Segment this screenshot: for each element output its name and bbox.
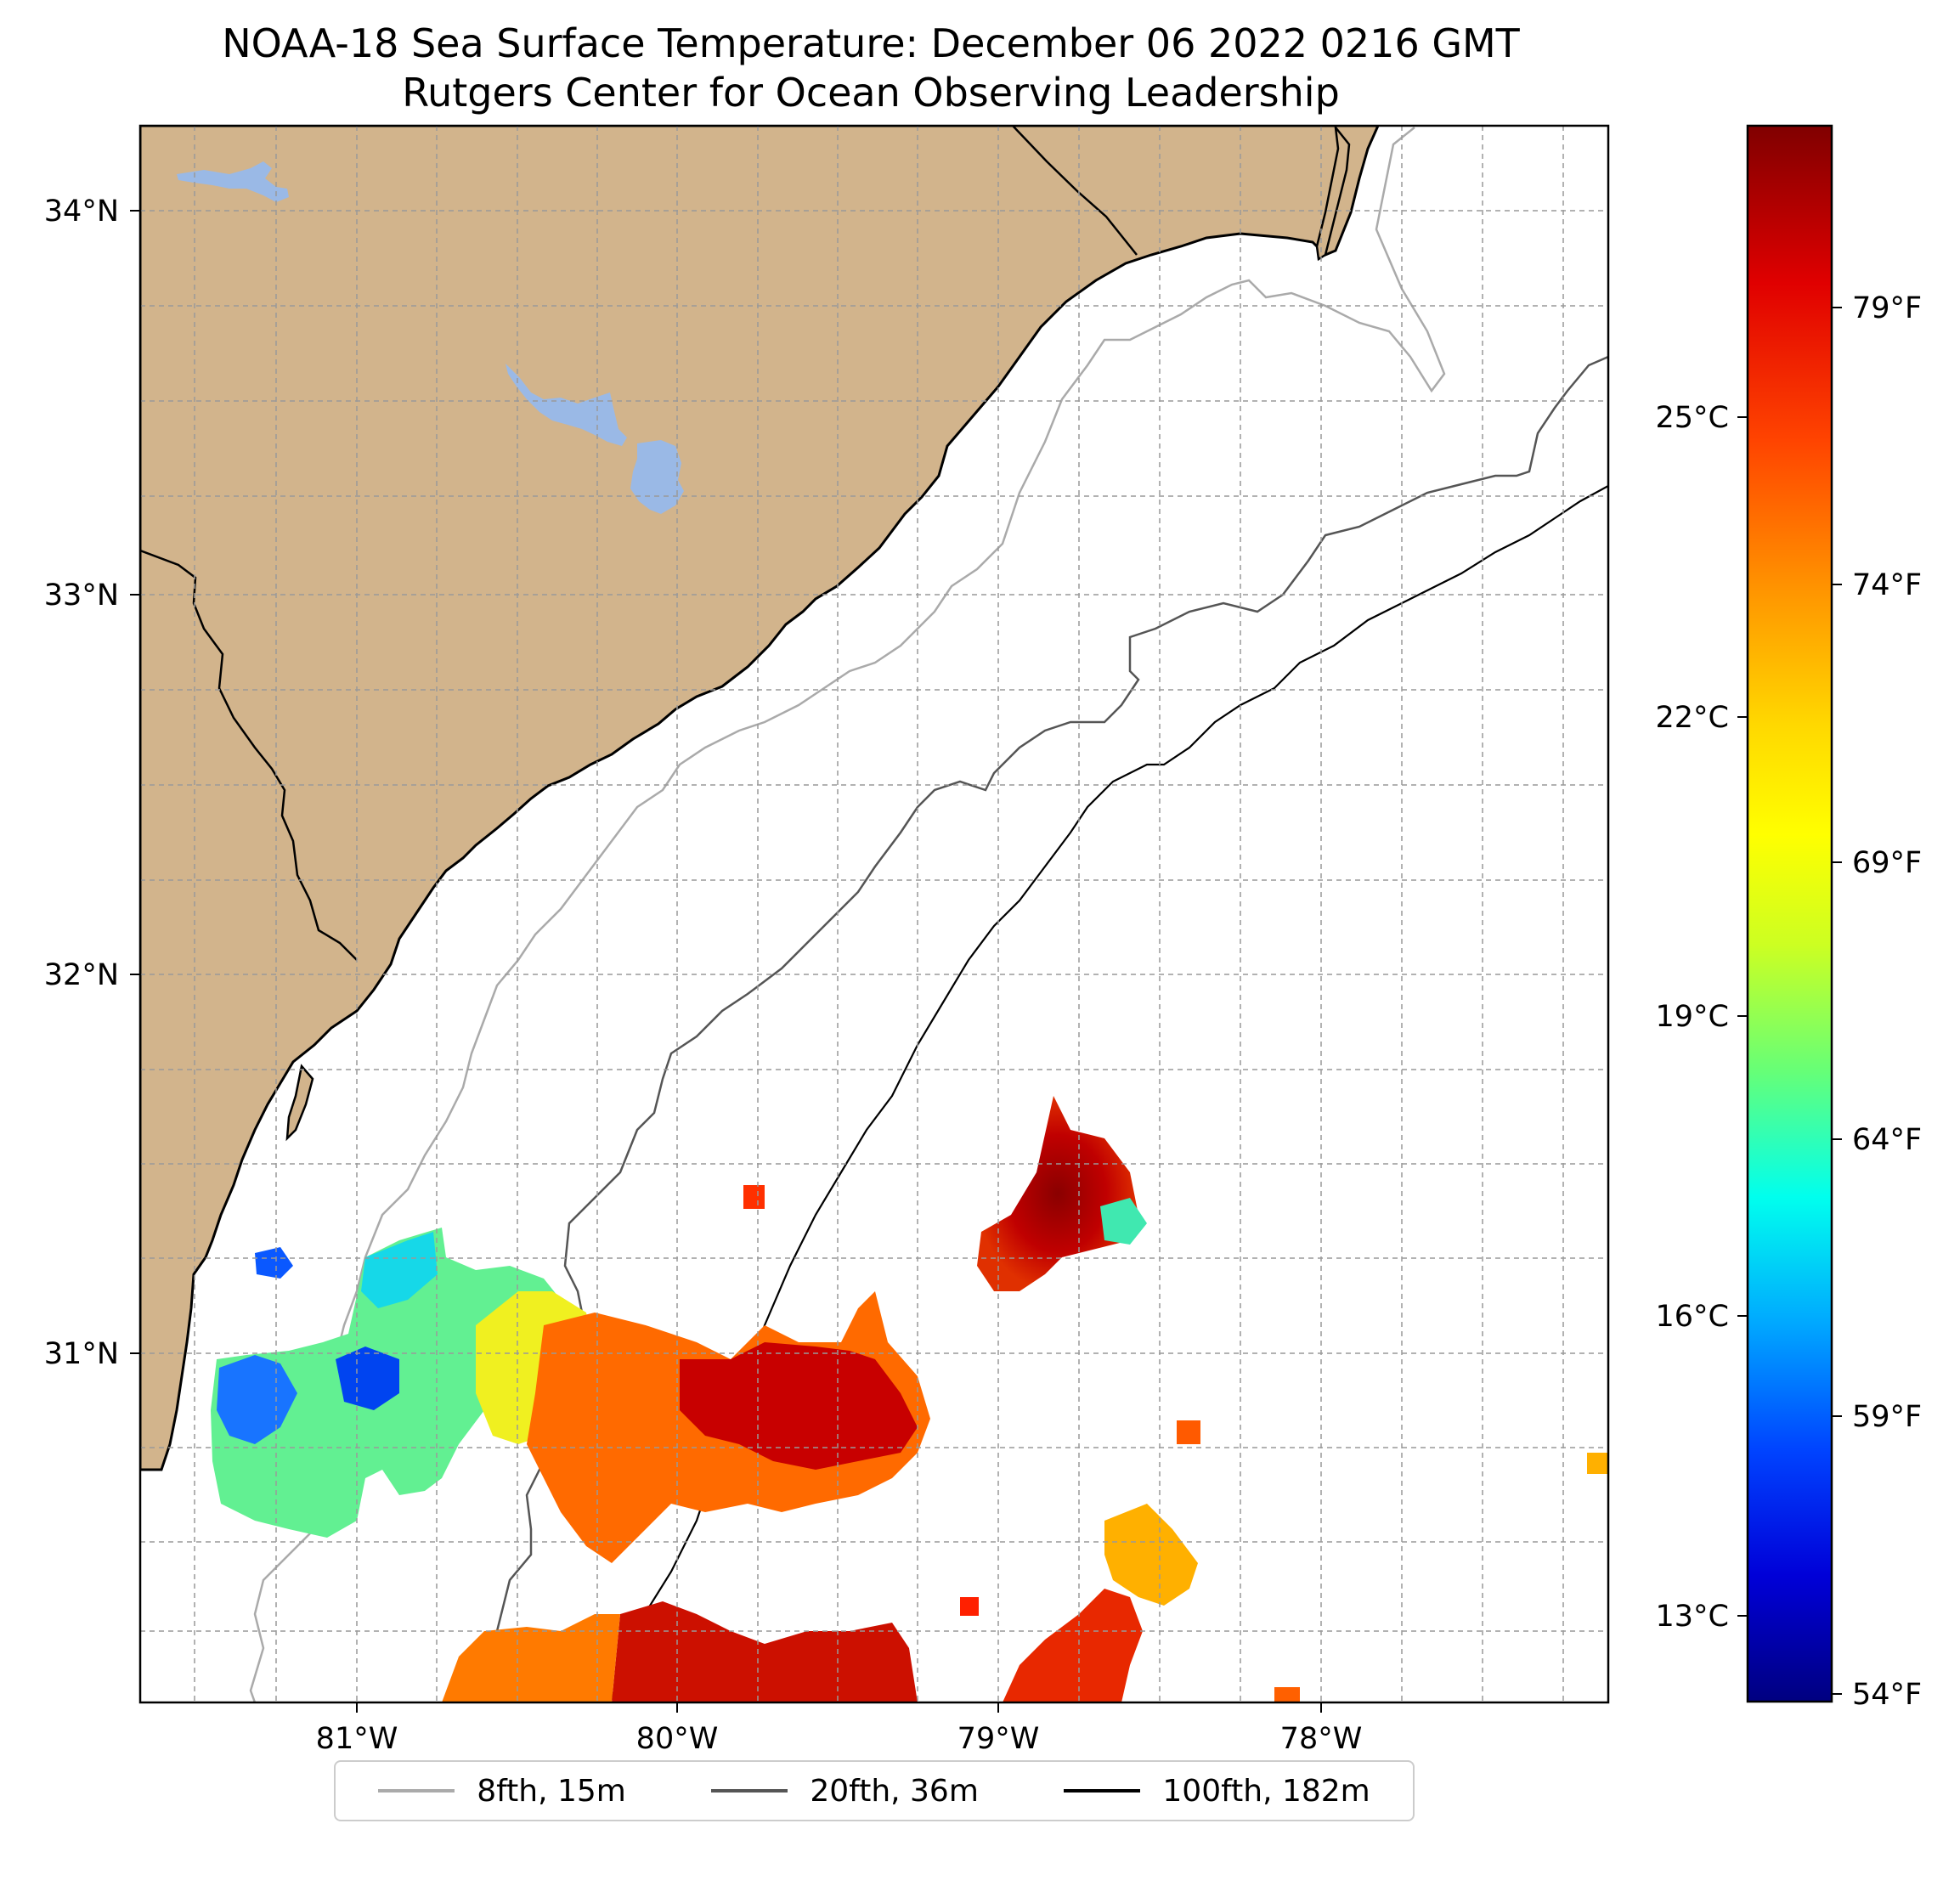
title-line-2: Rutgers Center for Ocean Observing Leade… (402, 70, 1340, 116)
celsius-label-13: 13°C (1656, 1600, 1729, 1634)
colorbar-celsius-labels: 25°C 22°C 19°C 16°C 13°C (1656, 401, 1729, 1634)
colorbar-fahrenheit-labels: 79°F 74°F 69°F 64°F 59°F 54°F (1852, 291, 1922, 1712)
legend-item-20fth: 20fth, 36m (711, 1774, 979, 1809)
sst-patch-speck-1 (743, 1185, 765, 1209)
lat-label-34: 34°N (44, 195, 119, 229)
sst-patch-speck-5 (1274, 1687, 1300, 1702)
sst-patch-blue-north (255, 1247, 293, 1279)
sst-patch-speck-2 (1177, 1420, 1200, 1444)
lake-moultrie (630, 440, 684, 514)
celsius-label-25: 25°C (1656, 401, 1729, 435)
state-border (1012, 126, 1138, 256)
latitude-labels: 34°N 33°N 32°N 31°N (44, 195, 119, 1371)
lon-label-81: 81°W (316, 1722, 398, 1756)
legend-label-100fth: 100fth, 182m (1162, 1773, 1370, 1809)
celsius-label-19: 19°C (1656, 1000, 1729, 1034)
barrier-island-sea (285, 1064, 314, 1142)
legend-swatch-20fth (711, 1789, 788, 1792)
land-mass (140, 126, 1380, 1471)
lat-label-32: 32°N (44, 958, 119, 992)
legend-label-8fth: 8fth, 15m (477, 1773, 626, 1809)
fahrenheit-label-54: 54°F (1852, 1678, 1922, 1712)
colorbar-scale (1746, 124, 1833, 1703)
title-line-1: NOAA-18 Sea Surface Temperature: Decembe… (222, 20, 1520, 66)
legend-label-20fth: 20fth, 36m (810, 1773, 979, 1809)
fahrenheit-label-59: 59°F (1852, 1400, 1922, 1434)
fahrenheit-label-74: 74°F (1852, 568, 1922, 602)
legend-swatch-8fth (378, 1789, 455, 1792)
axis-ticks (130, 210, 1322, 1713)
map-area (140, 126, 1608, 1702)
sst-patch-hot-central (680, 1342, 918, 1470)
sst-patch-blue-west (217, 1355, 297, 1444)
fahrenheit-label-64: 64°F (1852, 1123, 1922, 1157)
sst-patch-southeast (1003, 1589, 1143, 1702)
sst-patch-south-orange (442, 1614, 620, 1702)
sst-patch-hot-northeast (977, 1096, 1138, 1291)
legend-item-100fth: 100fth, 182m (1064, 1774, 1370, 1809)
sst-patch-blue-mid (336, 1346, 399, 1410)
sst-patch-south-red (612, 1601, 918, 1702)
reservoir-north (177, 161, 289, 202)
lon-label-79: 79°W (957, 1722, 1040, 1756)
fahrenheit-label-79: 79°F (1852, 291, 1922, 325)
map-frame (138, 124, 1610, 1704)
lat-label-33: 33°N (44, 579, 119, 613)
barrier-island-north (1315, 126, 1351, 262)
fahrenheit-label-69: 69°F (1852, 846, 1922, 880)
state-border-west (140, 549, 358, 961)
longitude-labels: 81°W 80°W 79°W 78°W (316, 1722, 1363, 1756)
celsius-label-16: 16°C (1656, 1300, 1729, 1334)
contour-8fth (249, 127, 1446, 1702)
contour-20fth (474, 355, 1608, 1702)
celsius-label-22: 22°C (1656, 701, 1729, 735)
legend-swatch-100fth (1064, 1789, 1141, 1792)
legend-item-8fth: 8fth, 15m (378, 1774, 626, 1809)
contour-legend: 8fth, 15m 20fth, 36m 100fth, 182m (334, 1760, 1415, 1821)
gridlines (140, 126, 1608, 1702)
sst-patch-speck-3 (1587, 1453, 1608, 1474)
figure-title: NOAA-18 Sea Surface Temperature: Decembe… (136, 19, 1606, 117)
sst-patch-southeast-yellow (1104, 1504, 1198, 1606)
lon-label-78: 78°W (1280, 1722, 1363, 1756)
sst-data-patches (211, 1096, 1608, 1702)
sst-patch-cyan (361, 1232, 438, 1308)
sst-patch-speck-4 (960, 1597, 979, 1616)
lon-label-80: 80°W (636, 1722, 719, 1756)
sst-patch-cyan-northeast (1100, 1198, 1147, 1245)
colorbar-fahrenheit-ticks (1832, 307, 1842, 1695)
lat-label-31: 31°N (44, 1337, 119, 1371)
colorbar-celsius-ticks (1737, 416, 1748, 1617)
